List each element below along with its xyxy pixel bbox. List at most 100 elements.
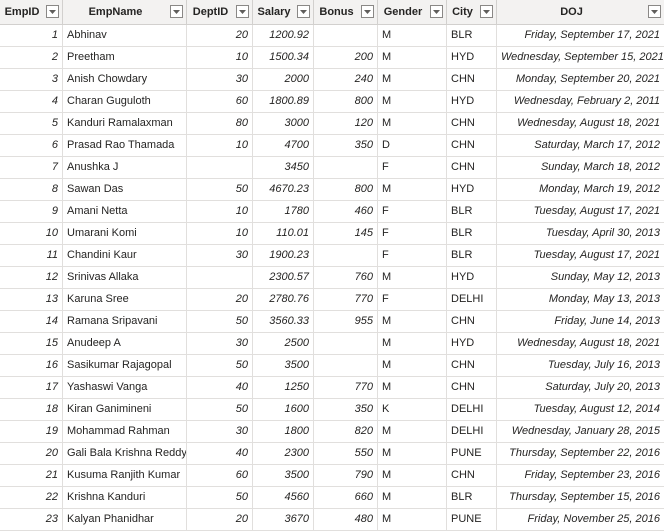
doj-cell: Friday, June 14, 2013	[554, 315, 660, 327]
salary-cell: 3000	[253, 113, 314, 134]
table-row[interactable]: 6 Prasad Rao Thamada 10 4700 350 D CHN Saturday…	[0, 135, 664, 157]
table-row[interactable]: 20 Gali Bala Krishna Reddy 40 2300 550 M PUNE T…	[0, 443, 664, 465]
filter-dropdown-icon[interactable]	[236, 5, 249, 18]
salary-cell: 1600	[253, 399, 314, 420]
city-cell: PUNE	[447, 443, 497, 464]
bonus-cell: 240	[314, 69, 378, 90]
doj-cell: Friday, November 25, 2016	[527, 513, 660, 525]
empname-cell: Yashaswi Vanga	[63, 377, 187, 398]
table-row[interactable]: 17 Yashaswi Vanga 40 1250 770 M CHN Saturday, J…	[0, 377, 664, 399]
empname-cell: Anudeep A	[63, 333, 187, 354]
table-row[interactable]: 9 Amani Netta 10 1780 460 F BLR Tuesday, August…	[0, 201, 664, 223]
table-row[interactable]: 11 Chandini Kaur 30 1900.23 F BLR Tuesday, Aug…	[0, 245, 664, 267]
salary-cell: 2300.57	[253, 267, 314, 288]
doj-cell: Wednesday, September 15, 2021	[501, 51, 664, 63]
gender-cell: M	[378, 509, 447, 530]
table-row[interactable]: 12 Srinivas Allaka 2300.57 760 M HYD Sunday, M…	[0, 267, 664, 289]
city-cell: BLR	[447, 201, 497, 222]
table-row[interactable]: 2 Preetham 10 1500.34 200 M HYD Wednesday, Sept…	[0, 47, 664, 69]
table-row[interactable]: 3 Anish Chowdary 30 2000 240 M CHN Monday, Sept…	[0, 69, 664, 91]
table-row[interactable]: 16 Sasikumar Rajagopal 50 3500 M CHN Tuesday, …	[0, 355, 664, 377]
filter-dropdown-icon[interactable]	[480, 5, 493, 18]
deptid-cell: 80	[187, 113, 253, 134]
gender-cell: D	[378, 135, 447, 156]
filter-dropdown-icon[interactable]	[46, 5, 59, 18]
filter-dropdown-icon[interactable]	[648, 5, 661, 18]
column-header-city[interactable]: City	[447, 0, 497, 24]
gender-cell: M	[378, 421, 447, 442]
deptid-cell: 50	[187, 487, 253, 508]
table-row[interactable]: 5 Kanduri Ramalaxman 80 3000 120 M CHN Wednesda…	[0, 113, 664, 135]
table-row[interactable]: 13 Karuna Sree 20 2780.76 770 F DELHI Monday, M…	[0, 289, 664, 311]
empid-cell: 19	[0, 421, 63, 442]
salary-cell: 1780	[253, 201, 314, 222]
city-cell: DELHI	[447, 289, 497, 310]
gender-cell: M	[378, 487, 447, 508]
deptid-cell: 40	[187, 377, 253, 398]
doj-cell: Saturday, March 17, 2012	[534, 139, 660, 151]
table-row[interactable]: 21 Kusuma Ranjith Kumar 60 3500 790 M CHN Frida…	[0, 465, 664, 487]
doj-cell: Thursday, September 15, 2016	[509, 491, 660, 503]
gender-cell: M	[378, 113, 447, 134]
deptid-cell: 60	[187, 91, 253, 112]
empname-cell: Kanduri Ramalaxman	[63, 113, 187, 134]
column-header-deptid[interactable]: DeptID	[187, 0, 253, 24]
doj-cell: Thursday, September 22, 2016	[509, 447, 660, 459]
bonus-cell: 145	[314, 223, 378, 244]
deptid-cell: 30	[187, 245, 253, 266]
column-header-salary[interactable]: Salary	[253, 0, 314, 24]
table-row[interactable]: 18 Kiran Ganimineni 50 1600 350 K DELHI Tuesday…	[0, 399, 664, 421]
empid-cell: 12	[0, 267, 63, 288]
gender-cell: M	[378, 465, 447, 486]
empid-cell: 1	[0, 25, 63, 46]
city-cell: BLR	[447, 245, 497, 266]
table-row[interactable]: 8 Sawan Das 50 4670.23 800 M HYD Monday, March …	[0, 179, 664, 201]
table-row[interactable]: 14 Ramana Sripavani 50 3560.33 955 M CHN Friday…	[0, 311, 664, 333]
table-row[interactable]: 15 Anudeep A 30 2500 M HYD Wednesday, August 1…	[0, 333, 664, 355]
salary-cell: 1900.23	[253, 245, 314, 266]
empname-cell: Ramana Sripavani	[63, 311, 187, 332]
table-row[interactable]: 7 Anushka J 3450 F CHN Sunday, March 18, 2012	[0, 157, 664, 179]
gender-cell: F	[378, 157, 447, 178]
table-row[interactable]: 10 Umarani Komi 10 110.01 145 F BLR Tuesday, Ap…	[0, 223, 664, 245]
empid-cell: 3	[0, 69, 63, 90]
bonus-cell: 350	[314, 399, 378, 420]
empname-cell: Anushka J	[63, 157, 187, 178]
empid-cell: 7	[0, 157, 63, 178]
table-row[interactable]: 1 Abhinav 20 1200.92 M BLR Friday, September 1…	[0, 25, 664, 47]
deptid-cell: 40	[187, 443, 253, 464]
city-cell: HYD	[447, 333, 497, 354]
filter-dropdown-icon[interactable]	[297, 5, 310, 18]
filter-dropdown-icon[interactable]	[361, 5, 374, 18]
doj-cell: Sunday, March 18, 2012	[540, 161, 660, 173]
salary-cell: 3670	[253, 509, 314, 530]
column-header-empname[interactable]: EmpName	[63, 0, 187, 24]
empid-cell: 5	[0, 113, 63, 134]
table-body: 1 Abhinav 20 1200.92 M BLR Friday, September 1…	[0, 25, 664, 531]
bonus-cell	[314, 245, 378, 266]
filter-dropdown-icon[interactable]	[170, 5, 183, 18]
column-header-gender[interactable]: Gender	[378, 0, 447, 24]
deptid-cell: 20	[187, 509, 253, 530]
table-row[interactable]: 23 Kalyan Phanidhar 20 3670 480 M PUNE Friday, …	[0, 509, 664, 531]
salary-cell: 1800	[253, 421, 314, 442]
doj-cell: Wednesday, August 18, 2021	[517, 117, 660, 129]
empname-cell: Kalyan Phanidhar	[63, 509, 187, 530]
empid-cell: 2	[0, 47, 63, 68]
deptid-cell: 20	[187, 25, 253, 46]
table-row[interactable]: 19 Mohammad Rahman 30 1800 820 M DELHI Wednesda…	[0, 421, 664, 443]
gender-cell: M	[378, 179, 447, 200]
table-row[interactable]: 22 Krishna Kanduri 50 4560 660 M BLR Thursday, …	[0, 487, 664, 509]
city-cell: CHN	[447, 355, 497, 376]
column-header-doj[interactable]: DOJ	[497, 0, 664, 24]
empid-cell: 14	[0, 311, 63, 332]
filter-dropdown-icon[interactable]	[430, 5, 443, 18]
salary-cell: 1250	[253, 377, 314, 398]
table-row[interactable]: 4 Charan Guguloth 60 1800.89 800 M HYD Wednesda…	[0, 91, 664, 113]
column-header-bonus[interactable]: Bonus	[314, 0, 378, 24]
bonus-cell	[314, 355, 378, 376]
bonus-cell: 800	[314, 91, 378, 112]
column-header-empid[interactable]: EmpID	[0, 0, 63, 24]
salary-cell: 4670.23	[253, 179, 314, 200]
